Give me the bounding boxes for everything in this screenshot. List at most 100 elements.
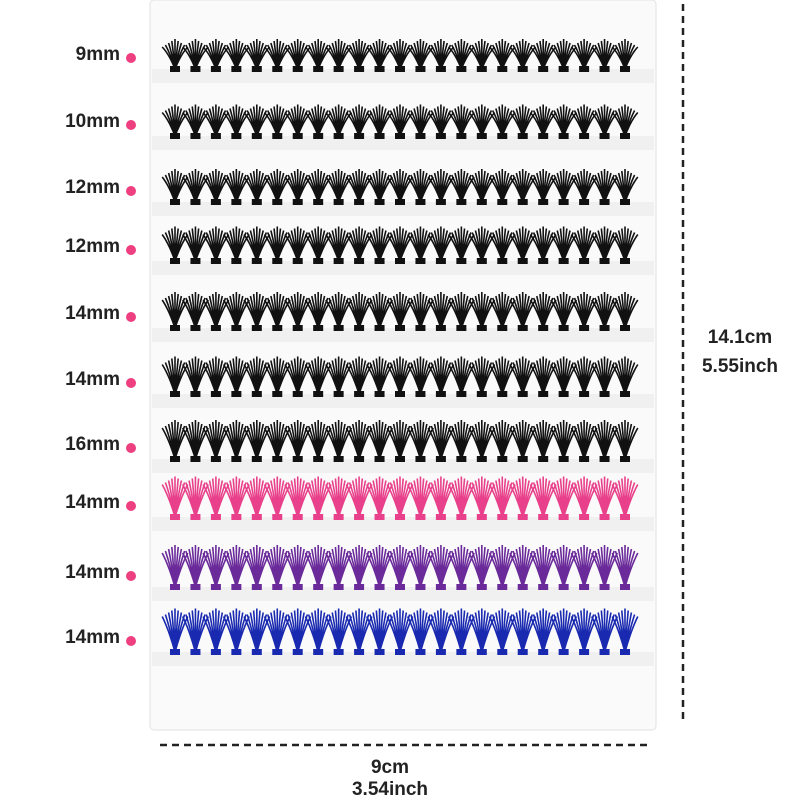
lash-cluster bbox=[222, 169, 250, 203]
lash-cluster bbox=[243, 476, 271, 518]
lash-cluster bbox=[529, 169, 557, 203]
lash-base bbox=[354, 199, 365, 205]
lash-base bbox=[292, 584, 303, 590]
lash-cluster bbox=[284, 476, 312, 518]
lash-base bbox=[374, 584, 385, 590]
lash-cluster bbox=[304, 420, 332, 460]
lash-cluster bbox=[386, 545, 414, 588]
lash-row bbox=[161, 38, 639, 72]
lash-cluster bbox=[161, 226, 189, 262]
lash-cluster bbox=[386, 169, 414, 203]
lash-base bbox=[620, 456, 630, 462]
lash-cluster bbox=[570, 226, 598, 262]
lash-base bbox=[395, 649, 405, 655]
lash-cluster bbox=[591, 292, 619, 329]
row-label: 14mm bbox=[65, 369, 120, 390]
lash-cluster bbox=[161, 608, 189, 653]
pink-dot bbox=[126, 186, 136, 196]
lash-cluster bbox=[243, 226, 271, 262]
lash-base bbox=[210, 584, 221, 590]
lash-cluster bbox=[284, 420, 312, 460]
lash-base bbox=[292, 133, 303, 139]
lash-base bbox=[292, 325, 303, 331]
lash-cluster bbox=[591, 104, 618, 137]
lash-cluster bbox=[529, 545, 557, 588]
lash-base bbox=[558, 325, 569, 331]
lash-base bbox=[210, 456, 221, 462]
lash-cluster bbox=[509, 39, 537, 70]
shelf bbox=[152, 587, 654, 601]
lash-cluster bbox=[284, 169, 312, 203]
lash-cluster bbox=[284, 292, 312, 329]
lash-base bbox=[476, 649, 487, 655]
lash-base bbox=[517, 325, 528, 331]
lash-cluster bbox=[550, 476, 578, 518]
lash-cluster bbox=[243, 608, 271, 653]
lash-cluster bbox=[325, 545, 353, 588]
lash-base bbox=[251, 514, 262, 520]
lash-base bbox=[415, 584, 426, 590]
lash-cluster bbox=[529, 39, 557, 70]
lash-base bbox=[354, 66, 365, 72]
lash-base bbox=[456, 325, 467, 331]
lash-base bbox=[190, 391, 201, 397]
lash-cluster bbox=[181, 420, 209, 460]
lash-base bbox=[251, 456, 262, 462]
lash-base bbox=[415, 66, 426, 72]
lash-base bbox=[599, 258, 610, 264]
lash-cluster bbox=[263, 608, 291, 653]
lash-base bbox=[190, 199, 201, 205]
lash-base bbox=[558, 649, 569, 655]
lash-base bbox=[272, 258, 283, 264]
lash-cluster bbox=[611, 544, 639, 588]
lash-base bbox=[620, 258, 630, 264]
lash-cluster bbox=[284, 226, 312, 262]
lash-base bbox=[415, 325, 426, 331]
lash-base bbox=[538, 325, 549, 331]
row-label: 16mm bbox=[65, 434, 120, 455]
lash-cluster bbox=[263, 420, 291, 460]
lash-base bbox=[497, 514, 508, 520]
lash-cluster bbox=[366, 226, 393, 262]
lash-base bbox=[620, 325, 630, 331]
lash-cluster bbox=[406, 420, 434, 460]
lash-base bbox=[231, 325, 242, 331]
lash-base bbox=[210, 258, 221, 264]
lash-base bbox=[190, 584, 201, 590]
lash-base bbox=[579, 584, 590, 590]
pink-dot bbox=[126, 312, 136, 322]
lash-base bbox=[517, 456, 528, 462]
lash-base bbox=[190, 514, 201, 520]
lash-cluster bbox=[447, 226, 475, 262]
lash-base bbox=[456, 391, 467, 397]
lash-base bbox=[210, 66, 221, 72]
lash-cluster bbox=[345, 169, 373, 203]
height-inch: 5.55inch bbox=[702, 356, 778, 377]
lash-cluster bbox=[345, 476, 373, 518]
lash-base bbox=[517, 649, 528, 655]
lash-cluster bbox=[611, 356, 639, 395]
lash-cluster bbox=[509, 292, 537, 329]
lash-cluster bbox=[406, 292, 434, 329]
lash-base bbox=[272, 456, 283, 462]
lash-row bbox=[161, 356, 639, 397]
lash-cluster bbox=[243, 292, 271, 329]
lash-cluster bbox=[570, 104, 598, 137]
lash-base bbox=[210, 325, 221, 331]
lash-cluster bbox=[529, 476, 557, 518]
lash-cluster bbox=[570, 608, 598, 653]
lash-base bbox=[558, 391, 569, 397]
lash-cluster bbox=[366, 608, 394, 653]
lash-cluster bbox=[447, 545, 475, 588]
lash-base bbox=[333, 133, 344, 139]
lash-cluster bbox=[386, 420, 414, 460]
lash-cluster bbox=[427, 420, 455, 460]
lash-cluster bbox=[406, 545, 434, 588]
lash-base bbox=[599, 649, 610, 655]
lash-base bbox=[517, 514, 528, 520]
lash-cluster bbox=[509, 608, 537, 653]
pink-dot bbox=[126, 443, 136, 453]
lash-cluster bbox=[222, 104, 250, 137]
lash-base bbox=[170, 649, 180, 655]
